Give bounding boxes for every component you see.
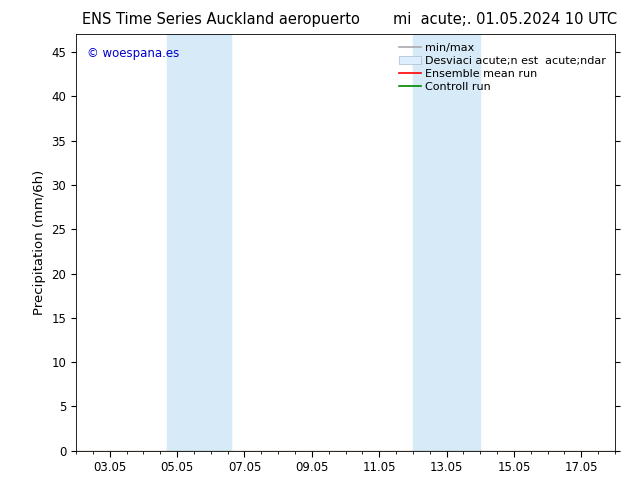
Text: mi  acute;. 01.05.2024 10 UTC: mi acute;. 01.05.2024 10 UTC [393, 12, 618, 27]
Text: ENS Time Series Auckland aeropuerto: ENS Time Series Auckland aeropuerto [82, 12, 360, 27]
Y-axis label: Precipitation (mm/6h): Precipitation (mm/6h) [33, 170, 46, 315]
Text: © woespana.es: © woespana.es [87, 47, 179, 60]
Legend: min/max, Desviaci acute;n est  acute;ndar, Ensemble mean run, Controll run: min/max, Desviaci acute;n est acute;ndar… [395, 40, 609, 95]
Bar [413, 34, 481, 451]
Bar [167, 34, 231, 451]
